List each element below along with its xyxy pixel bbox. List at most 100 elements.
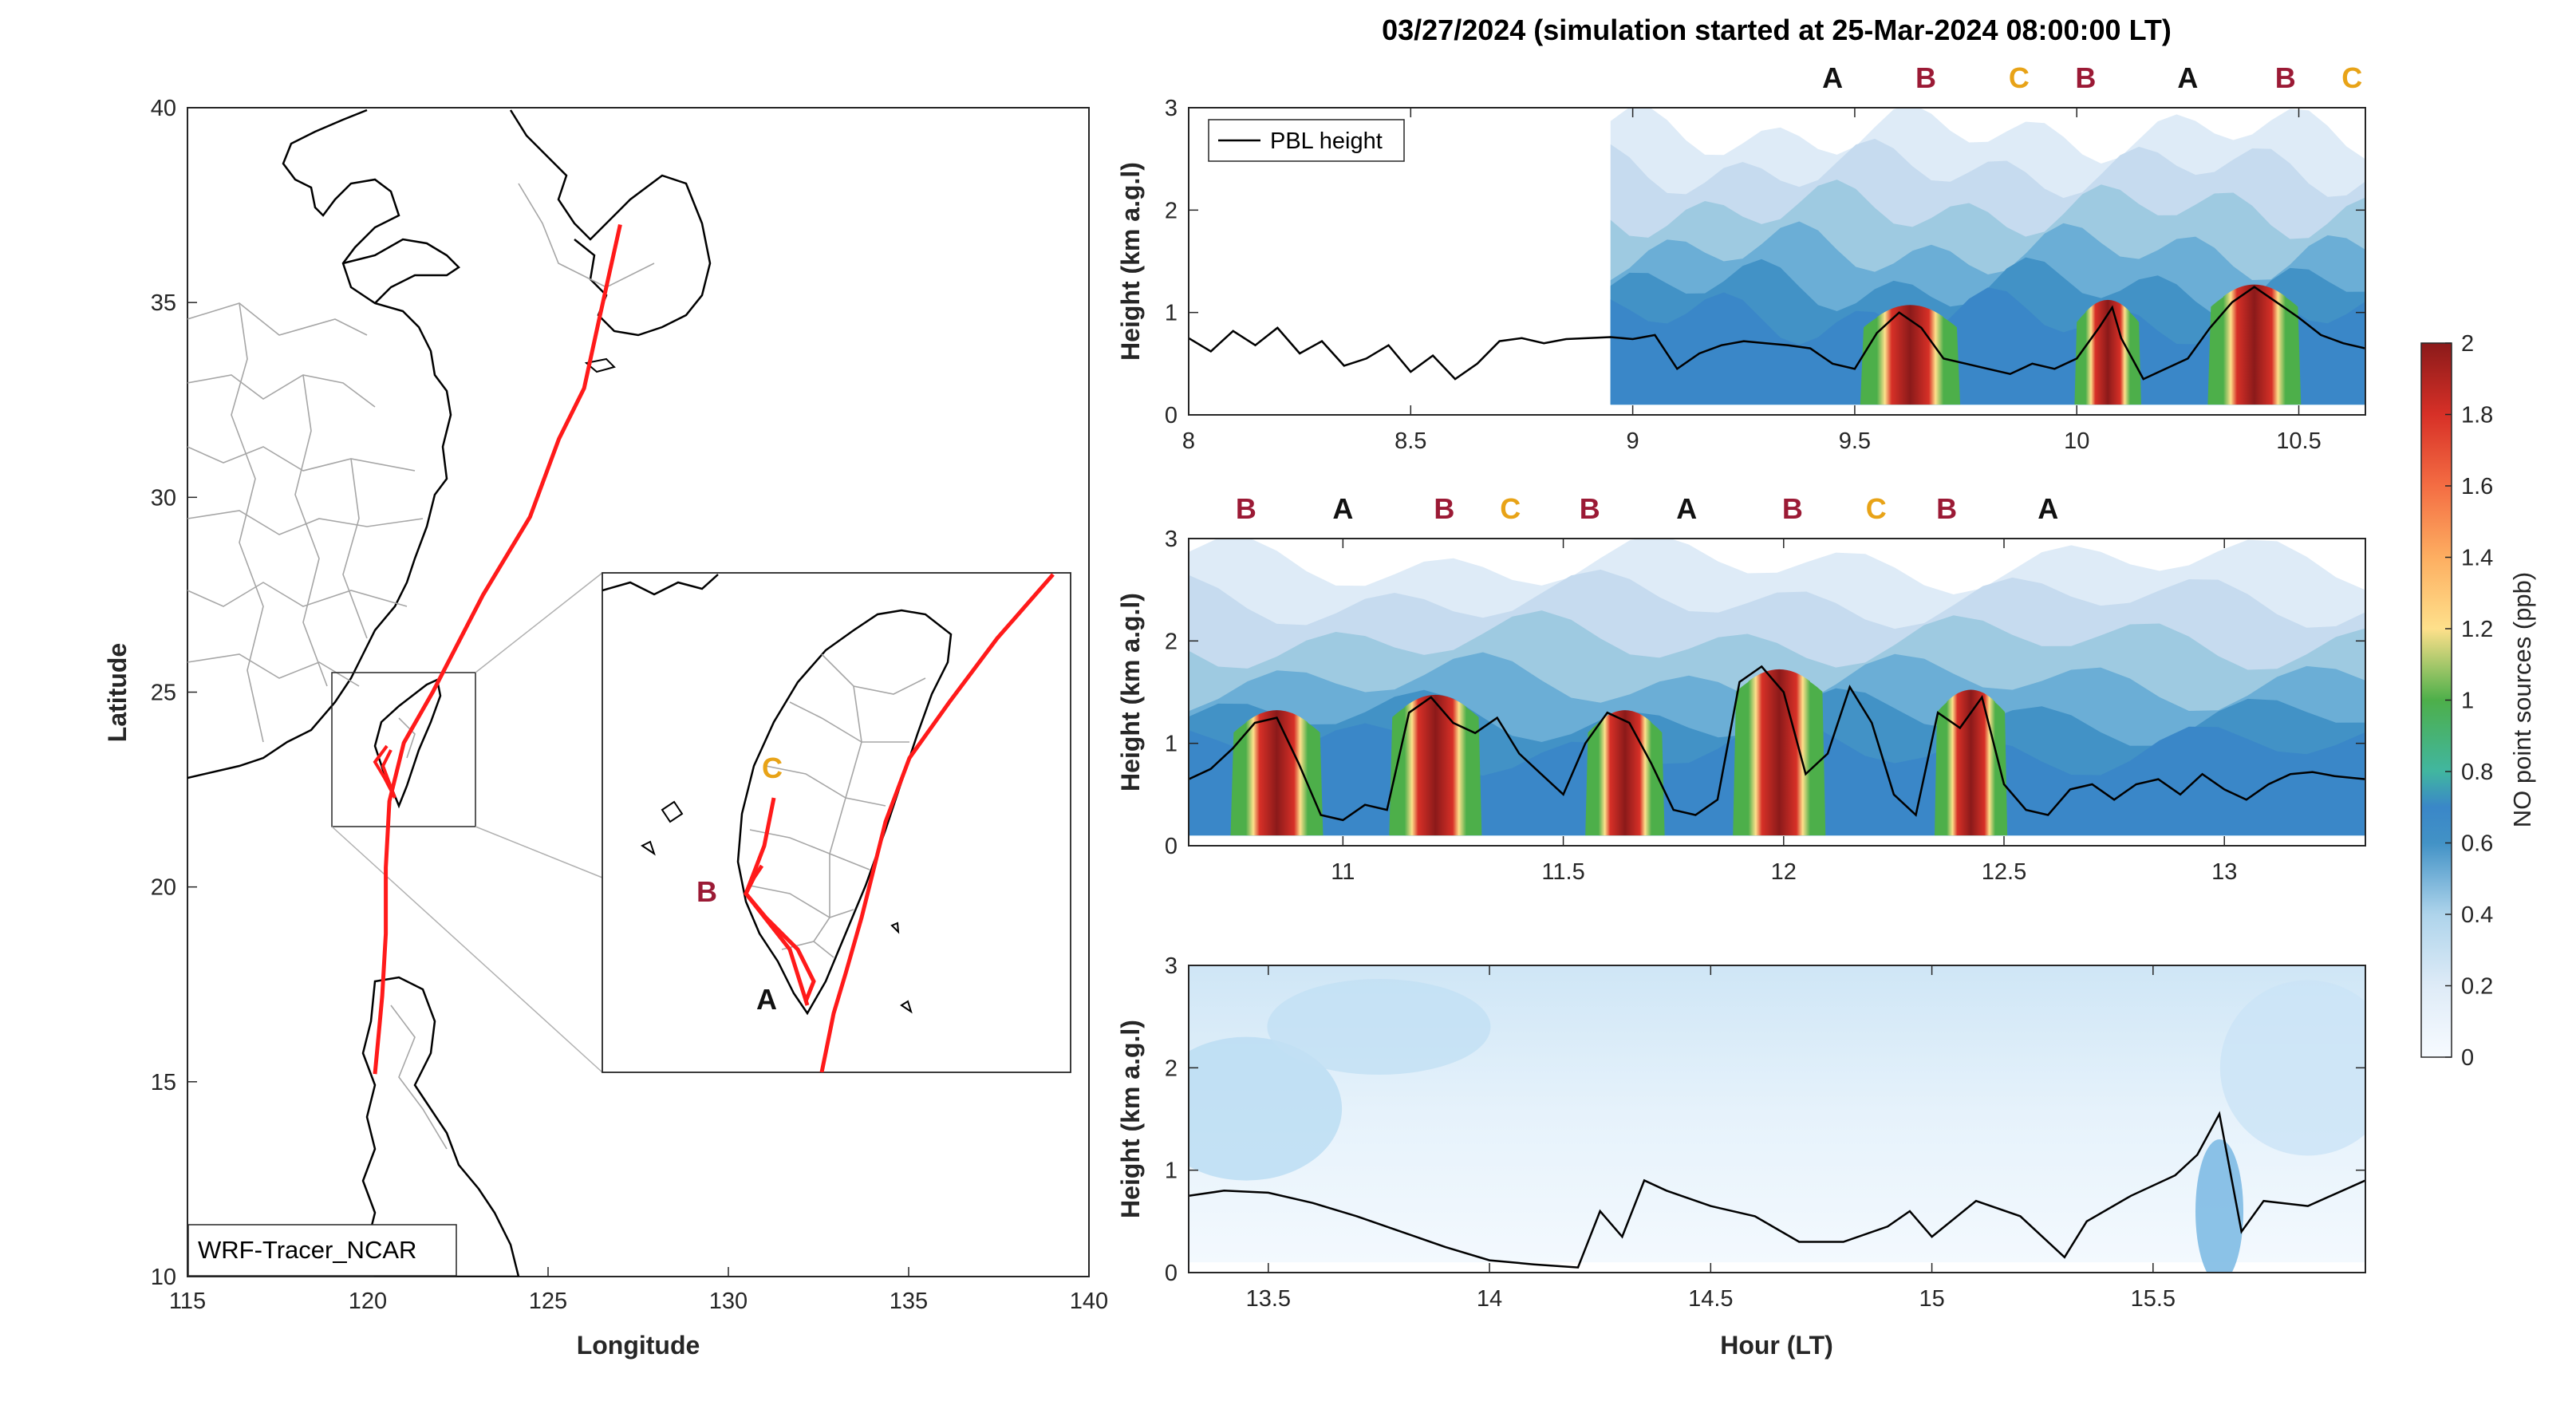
map-legend-label: WRF-Tracer_NCAR: [198, 1236, 416, 1264]
sector-marker-B: B: [1915, 61, 1936, 94]
x-tick-label: 15.5: [2131, 1286, 2176, 1312]
sector-marker-A: A: [1822, 61, 1843, 94]
panel-3: 13.5 14 14.5 15 15.5 0 1 2 3 Height (km a.g.l): [1116, 953, 2366, 1312]
plume-core: [1748, 669, 1810, 836]
sector-marker-A: A: [1676, 492, 1697, 525]
y-tick-label: 3: [1165, 527, 1178, 552]
map-x-tick-label: 115: [169, 1289, 206, 1314]
map-y-tick-label: 10: [151, 1265, 176, 1290]
inset-marker-C: C: [762, 752, 783, 784]
y-tick-label: 1: [1165, 732, 1178, 757]
pbl-height-line: [1189, 665, 2365, 822]
colorbar-tick-label: 1: [2461, 689, 2474, 714]
sector-marker-C: C: [2009, 61, 2030, 94]
x-tick-label: 13.5: [1246, 1286, 1291, 1312]
colorbar-tick-label: 1.6: [2461, 474, 2493, 499]
map-x-tick-label: 120: [349, 1289, 387, 1314]
map-y-ticks: 10 15 20 25 30 35 40: [151, 96, 197, 1290]
map-y-tick-label: 30: [151, 485, 176, 511]
sector-marker-C: C: [1866, 492, 1887, 525]
pbl-legend-label: PBL height: [1270, 128, 1383, 154]
concentration-blob: [1189, 1036, 1343, 1181]
y-tick-label: 3: [1165, 96, 1178, 121]
inset-county-borders: [749, 653, 926, 958]
map-ylabel: Latitude: [103, 643, 132, 742]
colorbar-bar: [2420, 342, 2452, 1058]
y-tick-label: 2: [1165, 1056, 1178, 1081]
map-panel: 115 120 125 130 135 140 10 15 20 25 30 35 40 Longit…: [103, 96, 1108, 1360]
map-x-tick-label: 125: [529, 1289, 567, 1314]
plume-core: [1404, 694, 1467, 836]
figure-title: 03/27/2024 (simulation started at 25-Mar…: [1382, 14, 2172, 46]
sector-marker-C: C: [2341, 61, 2362, 94]
panel-axes: [1188, 107, 2366, 416]
panel-ylabel: Height (km a.g.l): [1116, 1020, 1145, 1218]
panel-ylabel: Height (km a.g.l): [1116, 162, 1145, 361]
x-tick-label: 11.5: [1541, 859, 1584, 885]
concentration-blob: [2219, 980, 2365, 1156]
colorbar-tick-label: 1.8: [2461, 403, 2493, 428]
colorbar-ticks: 0 0.2 0.4 0.6 0.8 1 1.2 1.4 1.6 1.8 2: [2445, 331, 2493, 1071]
concentration-blob: [1267, 979, 1491, 1075]
pbl-legend: PBL height: [1208, 119, 1405, 162]
jeju-island: [584, 357, 616, 373]
x-tick-label: 13: [2211, 859, 2237, 885]
y-tick-label: 0: [1165, 834, 1178, 859]
map-x-ticks: 115 120 125 130 135 140: [169, 1267, 1108, 1314]
sector-marker-A: A: [1332, 492, 1353, 525]
map-y-tick-label: 40: [151, 96, 176, 121]
inset-marker-A: A: [756, 983, 777, 1016]
sector-marker-B: B: [2275, 61, 2296, 94]
colorbar-tick-label: 0.4: [2461, 902, 2493, 928]
map-x-tick-label: 140: [1070, 1289, 1108, 1314]
sector-marker-B: B: [1434, 492, 1454, 525]
y-tick-label: 0: [1165, 1261, 1178, 1286]
panel-axes: [1188, 965, 2366, 1273]
map-y-tick-label: 25: [151, 681, 176, 706]
map-y-tick-label: 15: [151, 1070, 176, 1095]
y-tick-label: 2: [1165, 198, 1178, 223]
colorbar-label: NO point sources (ppb): [2508, 572, 2536, 827]
y-tick-label: 1: [1165, 1158, 1178, 1184]
map-content: [187, 109, 712, 1277]
flight-track: [373, 223, 622, 1075]
shandong-coast: [342, 238, 460, 304]
x-tick-label: 8: [1182, 428, 1195, 454]
x-tick-label: 14: [1477, 1286, 1502, 1312]
x-tick-label: 10.5: [2276, 428, 2321, 454]
concentration-field: [1189, 965, 2365, 1273]
colorbar-tick-label: 0: [2461, 1045, 2474, 1071]
x-tick-label: 12: [1771, 859, 1797, 885]
sector-marker-B: B: [2075, 61, 2096, 94]
inset-region-box: [331, 672, 476, 827]
sector-marker-B: B: [1236, 492, 1256, 525]
map-y-tick-label: 20: [151, 875, 176, 901]
plume-core: [1245, 710, 1308, 836]
plume-core: [2223, 284, 2286, 405]
map-x-tick-label: 130: [709, 1289, 748, 1314]
colorbar-tick-label: 0.8: [2461, 760, 2493, 785]
x-tick-label: 8.5: [1395, 428, 1426, 454]
concentration-contour: [1610, 287, 2365, 405]
sector-marker-B: B: [1580, 492, 1600, 525]
y-tick-label: 0: [1165, 403, 1178, 428]
inset-connector-lines: [331, 572, 603, 1073]
panel-1: 8 8.5 9 9.5 10 10.5 0 1 2 3 Height (km a.g.l) A B C B A…: [1116, 61, 2366, 454]
x-tick-label: 9.5: [1839, 428, 1871, 454]
inset-islands: [641, 800, 913, 1014]
map-xlabel: Longitude: [577, 1331, 700, 1360]
china-coastline: [187, 109, 452, 780]
luzon-coastline: [361, 976, 520, 1277]
map-y-tick-label: 35: [151, 290, 176, 316]
x-tick-label: 10: [2064, 428, 2089, 454]
colorbar-tick-label: 2: [2461, 331, 2474, 357]
x-tick-label: 9: [1627, 428, 1639, 454]
concentration-blob: [2195, 1139, 2244, 1273]
sector-marker-B: B: [1782, 492, 1803, 525]
colorbar-tick-label: 0.6: [2461, 831, 2493, 857]
colorbar-tick-label: 1.2: [2461, 617, 2493, 642]
colorbar-tick-label: 1.4: [2461, 546, 2493, 571]
pbl-height-line: [1189, 286, 2365, 381]
x-tick-label: 15: [1919, 1286, 1944, 1312]
inset-marker-B: B: [696, 875, 717, 908]
